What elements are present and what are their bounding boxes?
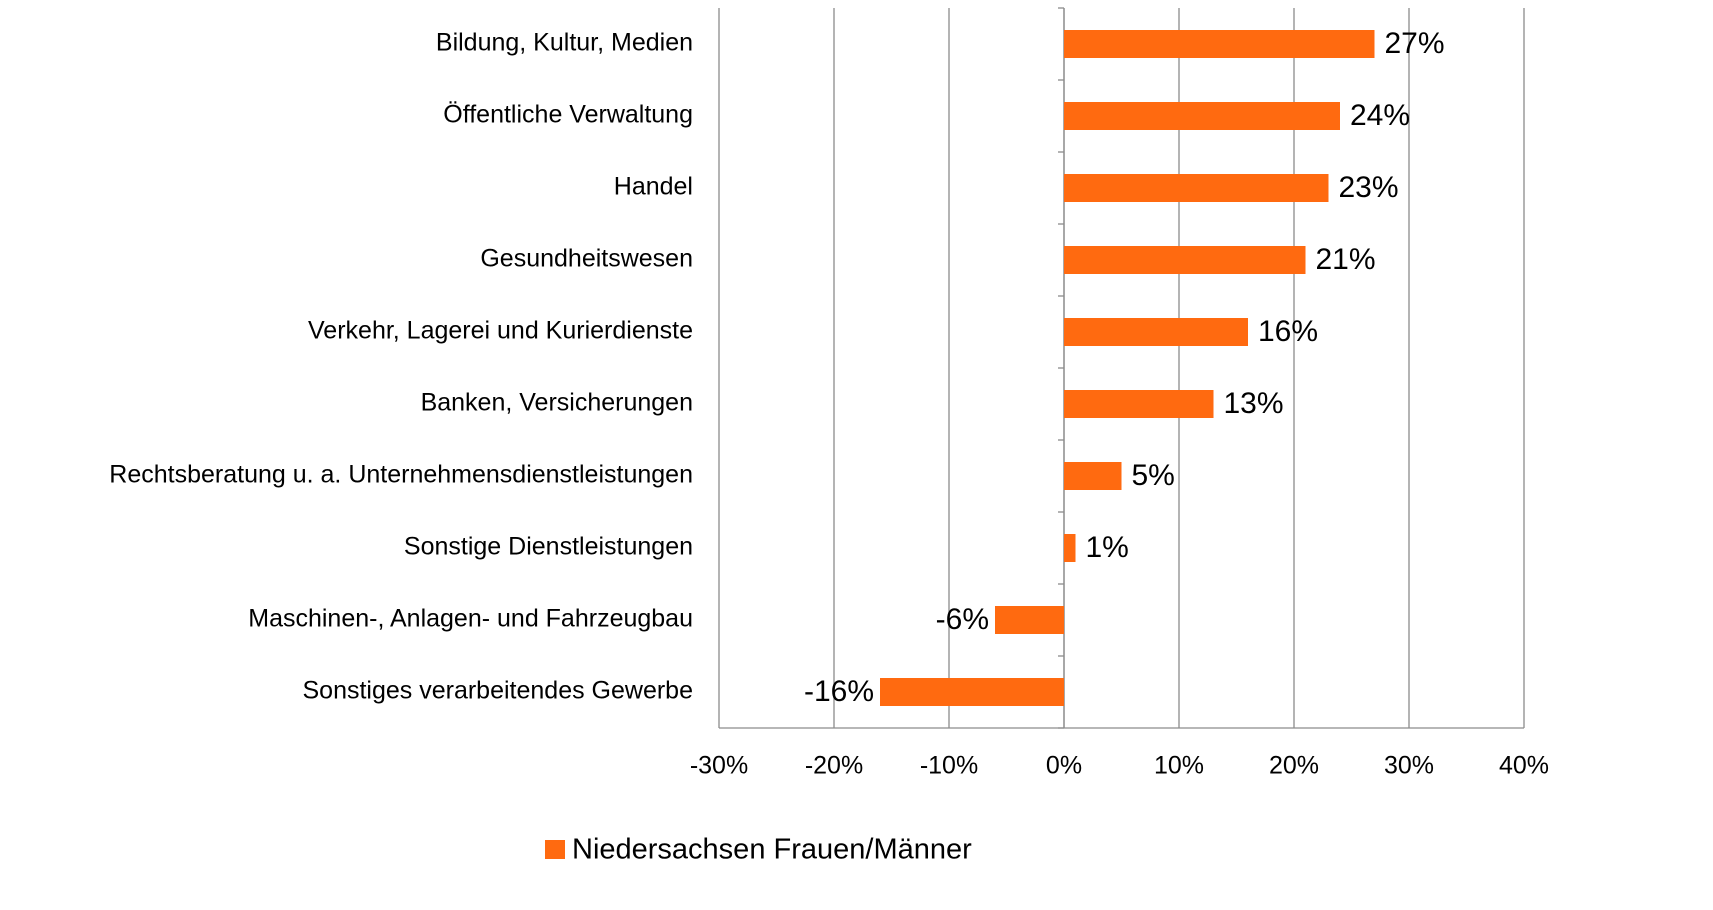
data-label: 24% bbox=[1350, 99, 1410, 132]
data-label: 27% bbox=[1385, 27, 1445, 60]
y-tick-label: Gesundheitswesen bbox=[480, 245, 693, 273]
data-label: -6% bbox=[936, 603, 989, 636]
legend-swatch bbox=[545, 840, 565, 859]
data-label: -16% bbox=[804, 675, 874, 708]
bar bbox=[1064, 102, 1340, 130]
y-tick-label: Bildung, Kultur, Medien bbox=[436, 29, 693, 57]
x-tick-label: -20% bbox=[805, 752, 863, 780]
bar bbox=[1064, 534, 1076, 562]
x-tick-label: 40% bbox=[1499, 752, 1549, 780]
bar bbox=[1064, 174, 1329, 202]
x-tick-label: 0% bbox=[1046, 752, 1082, 780]
y-tick-label: Rechtsberatung u. a. Unternehmensdienstl… bbox=[109, 461, 693, 489]
data-label: 1% bbox=[1086, 531, 1129, 564]
data-label: 21% bbox=[1316, 243, 1376, 276]
bar bbox=[1064, 318, 1248, 346]
y-tick-label: Handel bbox=[614, 173, 693, 201]
x-tick-label: -30% bbox=[690, 752, 748, 780]
data-label: 23% bbox=[1339, 171, 1399, 204]
bar bbox=[1064, 462, 1122, 490]
y-tick-label: Öffentliche Verwaltung bbox=[443, 101, 693, 129]
legend-label: Niedersachsen Frauen/Männer bbox=[572, 834, 972, 866]
x-tick-label: 30% bbox=[1384, 752, 1434, 780]
y-tick-label: Banken, Versicherungen bbox=[421, 389, 693, 417]
y-tick-label: Maschinen-, Anlagen- und Fahrzeugbau bbox=[248, 605, 693, 633]
bar bbox=[1064, 390, 1214, 418]
data-label: 16% bbox=[1258, 315, 1318, 348]
y-tick-label: Sonstige Dienstleistungen bbox=[404, 533, 693, 561]
y-tick-label: Sonstiges verarbeitendes Gewerbe bbox=[302, 677, 693, 705]
bar bbox=[880, 678, 1064, 706]
x-tick-label: 10% bbox=[1154, 752, 1204, 780]
data-label: 13% bbox=[1224, 387, 1284, 420]
bar bbox=[995, 606, 1064, 634]
bar bbox=[1064, 30, 1375, 58]
x-tick-label: -10% bbox=[920, 752, 978, 780]
data-label: 5% bbox=[1132, 459, 1175, 492]
y-tick-label: Verkehr, Lagerei und Kurierdienste bbox=[308, 317, 693, 345]
x-tick-label: 20% bbox=[1269, 752, 1319, 780]
bar bbox=[1064, 246, 1306, 274]
